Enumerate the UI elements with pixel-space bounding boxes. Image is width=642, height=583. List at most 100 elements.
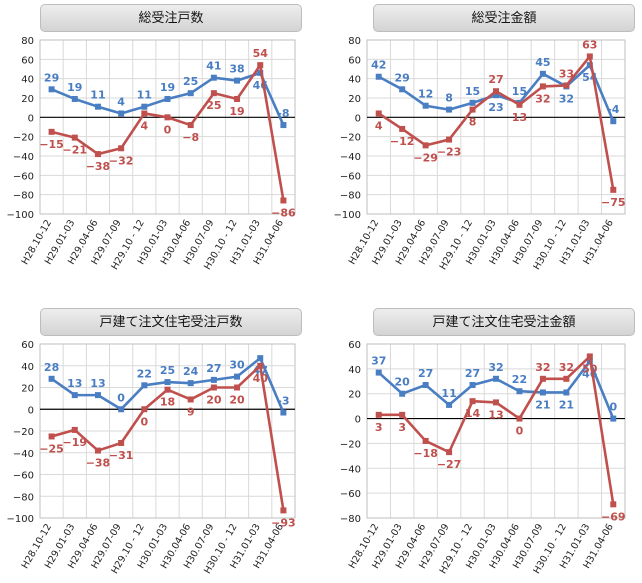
data-point-marker: [210, 384, 217, 391]
data-label: 45: [535, 56, 550, 69]
chart-panel-total-orders-units: 総受注戸数 80 60 40 20 0 −20 −40 −60 −80 −100 H28.10-12…: [0, 0, 321, 292]
data-point-marker: [141, 382, 148, 389]
data-label: -4: [607, 103, 620, 116]
chart-title: 総受注金額: [373, 4, 635, 32]
data-point-marker: [94, 447, 101, 454]
line-chart-total-orders-units: 806040200−20−40−60−80−100H28.10-12H29.01…: [7, 36, 296, 272]
data-point-marker: [210, 376, 217, 383]
data-label: −15: [39, 138, 64, 151]
data-label: 63: [582, 38, 597, 51]
data-label: 32: [535, 361, 550, 374]
data-label: 13: [67, 377, 82, 390]
data-label: 28: [44, 361, 59, 374]
data-label: 25: [206, 99, 221, 112]
data-label: 4: [117, 95, 125, 108]
plot-area-border: [39, 39, 296, 215]
data-point-marker: [187, 122, 194, 129]
data-label: 0: [609, 401, 617, 414]
data-label: 32: [535, 92, 550, 105]
data-label: −93: [271, 516, 296, 529]
data-point-marker: [493, 399, 499, 406]
data-label: 29: [44, 71, 59, 84]
y-tick-label: −60: [13, 471, 34, 482]
data-point-marker: [71, 95, 78, 102]
data-point-marker: [422, 437, 429, 444]
data-label: −18: [413, 447, 438, 460]
data-label: 22: [137, 367, 152, 380]
data-point-marker: [164, 95, 171, 102]
y-tick-label: −40: [13, 449, 34, 460]
data-label: −12: [390, 135, 415, 148]
data-point-marker: [516, 415, 523, 422]
data-label: 9: [187, 405, 195, 418]
y-tick-label: 60: [21, 340, 34, 351]
y-tick-label: −60: [340, 171, 361, 182]
data-label: 22: [512, 373, 527, 386]
data-label: -8: [277, 107, 289, 120]
y-tick-label: −100: [7, 210, 34, 221]
data-label: 0: [516, 425, 524, 438]
data-label: −38: [86, 160, 111, 173]
data-label: 3: [398, 421, 406, 434]
data-point-marker: [164, 379, 171, 386]
data-point-marker: [493, 92, 499, 99]
data-point-marker: [469, 99, 476, 106]
data-label: 32: [559, 361, 574, 374]
data-point-marker: [516, 101, 523, 108]
data-point-marker: [399, 390, 406, 397]
y-tick-label: −40: [340, 152, 361, 163]
data-label: 15: [465, 85, 480, 98]
data-point-marker: [48, 433, 55, 440]
data-point-marker: [586, 62, 593, 69]
data-point-marker: [610, 415, 617, 422]
data-label: −23: [437, 146, 462, 159]
data-point-marker: [141, 406, 148, 413]
data-label: 11: [137, 89, 152, 102]
data-label: 14: [465, 407, 481, 420]
data-label: 27: [418, 367, 433, 380]
y-tick-label: 20: [348, 94, 361, 105]
data-point-marker: [375, 369, 382, 376]
data-point-marker: [563, 82, 570, 89]
data-label: 20: [206, 394, 222, 407]
data-label: 13: [90, 377, 105, 390]
data-point-marker: [610, 186, 617, 193]
data-point-marker: [94, 392, 101, 399]
data-label: −21: [63, 144, 88, 157]
y-tick-label: −60: [340, 489, 361, 500]
y-tick-label: 0: [355, 415, 361, 426]
data-label: 25: [160, 364, 175, 377]
y-tick-label: 60: [348, 55, 361, 66]
line-chart-custom-house-amount: 6040200−20−40−60−80H28.10-12H29.01-03H29…: [340, 340, 626, 576]
data-label: 19: [229, 105, 244, 118]
data-label: 27: [488, 73, 503, 86]
data-point-marker: [446, 449, 453, 456]
data-point-marker: [48, 128, 55, 135]
data-label: -3: [277, 395, 289, 408]
data-label: 32: [488, 361, 503, 374]
y-tick-label: 40: [21, 75, 34, 86]
data-point-marker: [280, 197, 287, 204]
data-point-marker: [493, 88, 499, 95]
data-point-marker: [48, 375, 55, 382]
data-point-marker: [234, 95, 241, 102]
data-point-marker: [164, 386, 171, 393]
data-point-marker: [118, 406, 125, 413]
data-point-marker: [493, 375, 499, 382]
line-chart-total-orders-amount: 806040200−20−40−60−80−100H28.10-12H29.01…: [334, 36, 626, 272]
y-tick-label: 80: [21, 36, 34, 47]
data-point-marker: [586, 353, 593, 360]
data-point-marker: [422, 102, 429, 109]
data-point-marker: [563, 375, 570, 382]
data-point-marker: [563, 389, 570, 396]
data-label: 25: [183, 75, 198, 88]
data-label: 13: [488, 408, 503, 421]
plot-area-border: [39, 343, 296, 519]
y-tick-label: −20: [13, 427, 34, 438]
data-point-marker: [375, 73, 382, 80]
data-point-marker: [375, 110, 382, 117]
data-point-marker: [118, 439, 125, 446]
data-label: 50: [582, 362, 598, 375]
data-point-marker: [375, 411, 382, 418]
